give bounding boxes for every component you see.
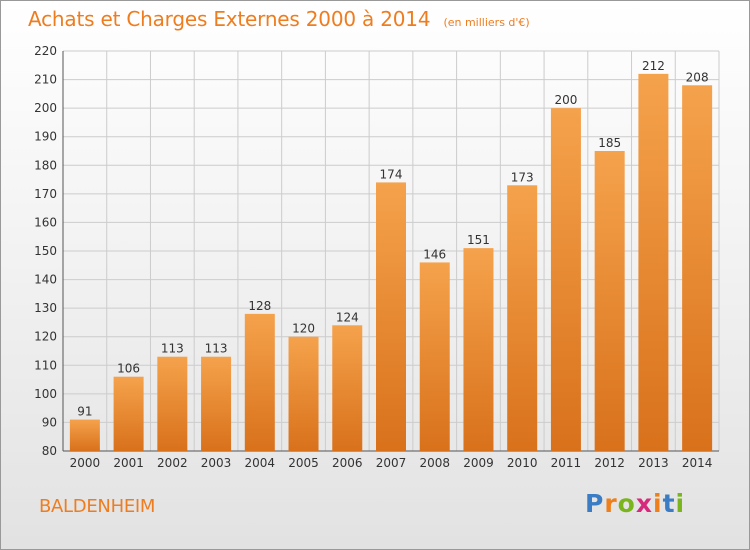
bar	[288, 336, 319, 451]
bar	[507, 185, 538, 452]
data-label: 106	[117, 362, 140, 376]
y-tick-label: 100	[34, 387, 57, 401]
y-tick-labels: 80 90 100 110 120 130 140 150 160 170 180 190 200 210…	[34, 44, 57, 458]
bars	[69, 73, 713, 452]
x-tick-label: 2008	[419, 456, 450, 470]
x-tick-label: 2009	[463, 456, 494, 470]
y-tick-label: 120	[34, 330, 57, 344]
bar	[550, 108, 581, 452]
x-tick-label: 2006	[332, 456, 363, 470]
y-tick-label: 80	[42, 444, 57, 458]
logo-letter: i	[653, 489, 663, 518]
bar	[157, 356, 188, 451]
bar	[69, 419, 100, 451]
bar	[113, 376, 144, 451]
y-tick-label: 190	[34, 130, 57, 144]
logo-letter: o	[617, 489, 636, 518]
x-tick-labels: 2000 2001 2002 2003 2004 2005 2006 2007 2008 2009…	[70, 456, 713, 470]
y-tick-label: 200	[34, 101, 57, 115]
x-tick-label: 2007	[376, 456, 407, 470]
data-label: 174	[380, 167, 403, 181]
bar	[332, 325, 363, 451]
bar	[376, 182, 406, 451]
y-tick-label: 220	[34, 44, 57, 58]
data-label: 113	[205, 342, 228, 356]
x-tick-label: 2014	[682, 456, 713, 470]
bar	[244, 313, 275, 451]
chart-subtitle: (en milliers d'€)	[443, 16, 530, 29]
data-label: 173	[511, 170, 534, 184]
data-labels: 91 106 113 113 128 120 124 174 146 151 173 200 185 21…	[77, 59, 708, 419]
data-label: 151	[467, 233, 490, 247]
data-label: 120	[292, 322, 315, 336]
y-tick-label: 150	[34, 244, 57, 258]
data-label: 208	[686, 70, 709, 84]
logo-letter: P	[585, 489, 605, 518]
data-label: 185	[598, 136, 621, 150]
x-tick-label: 2000	[70, 456, 101, 470]
x-tick-label: 2005	[288, 456, 319, 470]
x-tick-label: 2012	[594, 456, 625, 470]
x-tick-label: 2002	[157, 456, 188, 470]
bar	[682, 85, 713, 452]
x-tick-label: 2011	[551, 456, 582, 470]
logo-letter: i	[675, 489, 686, 518]
bar	[594, 151, 625, 451]
data-label: 124	[336, 310, 359, 324]
data-label: 212	[642, 59, 665, 73]
y-tick-label: 210	[34, 73, 57, 87]
bar	[419, 262, 450, 451]
city-name: BALDENHEIM	[39, 496, 156, 517]
y-tick-label: 110	[34, 358, 57, 372]
bar	[463, 248, 494, 451]
title-row: Achats et Charges Externes 2000 à 2014 (…	[28, 7, 530, 31]
logo-letter: r	[604, 489, 618, 518]
y-tick-label: 130	[34, 301, 57, 315]
data-label: 128	[248, 299, 271, 313]
y-tick-label: 140	[34, 273, 57, 287]
x-tick-label: 2004	[245, 456, 276, 470]
chart-title: Achats et Charges Externes 2000 à 2014	[28, 7, 431, 31]
y-tick-label: 180	[34, 158, 57, 172]
data-label: 113	[161, 342, 184, 356]
logo-letter: x	[635, 489, 653, 518]
x-tick-label: 2003	[201, 456, 232, 470]
y-tick-label: 170	[34, 187, 57, 201]
bar	[201, 356, 232, 451]
proxiti-logo[interactable]: Proxiti	[585, 489, 685, 518]
x-tick-label: 2001	[113, 456, 144, 470]
logo-letter: t	[662, 489, 676, 518]
y-tick-label: 90	[42, 415, 57, 429]
bar	[638, 73, 669, 451]
data-label: 146	[423, 247, 446, 261]
data-label: 91	[77, 405, 92, 419]
x-tick-label: 2013	[638, 456, 669, 470]
x-tick-label: 2010	[507, 456, 538, 470]
y-tick-label: 160	[34, 215, 57, 229]
data-label: 200	[554, 93, 577, 107]
